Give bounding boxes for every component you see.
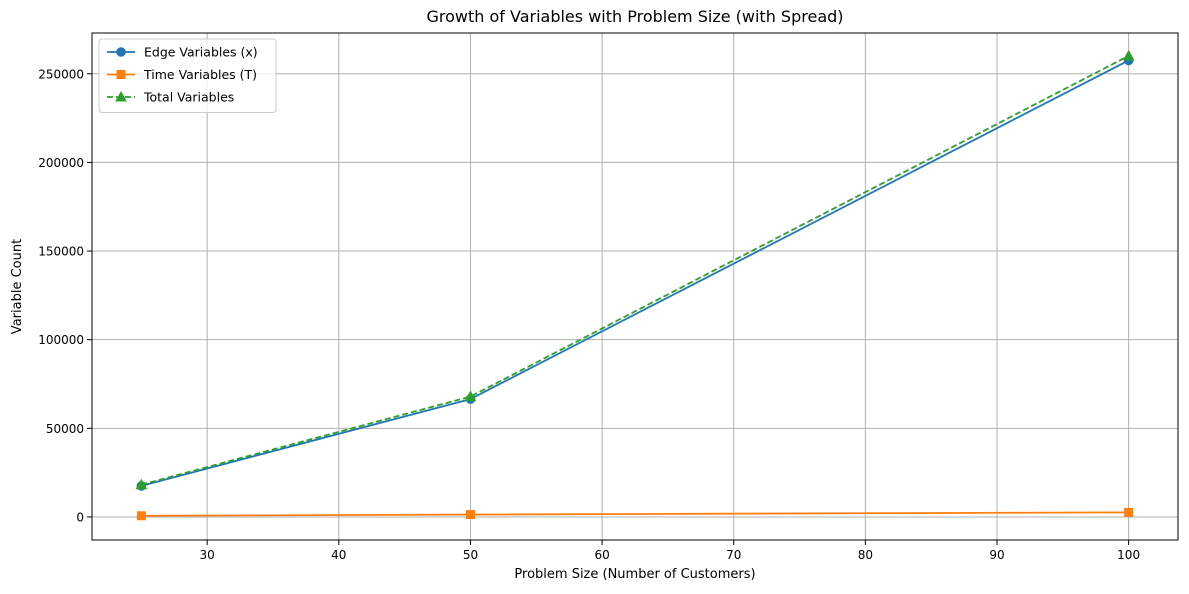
- series-1: [136, 55, 1134, 491]
- x-tick-label: 70: [726, 548, 741, 562]
- axis-ticks: 30 40 50 60 70 80 90 100 0 50000 100000 150000 20000…: [38, 67, 1140, 562]
- x-tick-label: 100: [1117, 548, 1140, 562]
- data-point: [1122, 49, 1135, 61]
- y-tick-label: 100000: [38, 333, 84, 347]
- legend-box: [98, 38, 277, 113]
- series-line: [141, 511, 1129, 517]
- series-3: [135, 49, 1135, 490]
- legend-entry: Time Variables (T): [107, 67, 257, 82]
- legend-entries: Edge Variables (x) Time Variables (T) Tota…: [107, 45, 258, 105]
- data-point: [135, 478, 148, 490]
- series-2: [136, 507, 1134, 521]
- legend-marker: [116, 47, 126, 57]
- data-point: [1124, 507, 1134, 517]
- x-tick-label: 60: [594, 548, 609, 562]
- y-tick-label: 50000: [46, 422, 84, 436]
- data-point: [136, 511, 146, 521]
- legend-entry: Total Variables: [107, 90, 234, 105]
- series-line: [141, 59, 1130, 487]
- legend-marker: [115, 90, 127, 102]
- x-tick-label: 90: [989, 548, 1004, 562]
- y-tick-label: 200000: [38, 156, 84, 170]
- series-group: [135, 49, 1135, 521]
- plot-frame: [91, 32, 1179, 541]
- legend-label: Time Variables (T): [143, 67, 257, 82]
- data-point: [465, 510, 475, 520]
- y-tick-label: 250000: [38, 67, 84, 81]
- chart-title: Growth of Variables with Problem Size (w…: [426, 7, 843, 26]
- x-tick-label: 30: [200, 548, 215, 562]
- x-axis-label: Problem Size (Number of Customers): [514, 567, 755, 582]
- x-tick-label: 50: [463, 548, 478, 562]
- legend-entry: Edge Variables (x): [107, 45, 258, 60]
- x-tick-label: 40: [331, 548, 346, 562]
- legend-label: Total Variables: [143, 90, 234, 105]
- y-tick-label: 0: [76, 510, 84, 524]
- y-axis-label: Variable Count: [10, 239, 25, 334]
- grid: [92, 33, 1178, 540]
- y-tick-label: 150000: [38, 245, 84, 259]
- data-point: [464, 390, 477, 402]
- legend: Edge Variables (x) Time Variables (T) Tota…: [98, 38, 277, 113]
- legend-marker: [116, 70, 126, 79]
- legend-label: Edge Variables (x): [144, 45, 258, 60]
- x-tick-label: 80: [858, 548, 873, 562]
- series-line: [141, 55, 1130, 486]
